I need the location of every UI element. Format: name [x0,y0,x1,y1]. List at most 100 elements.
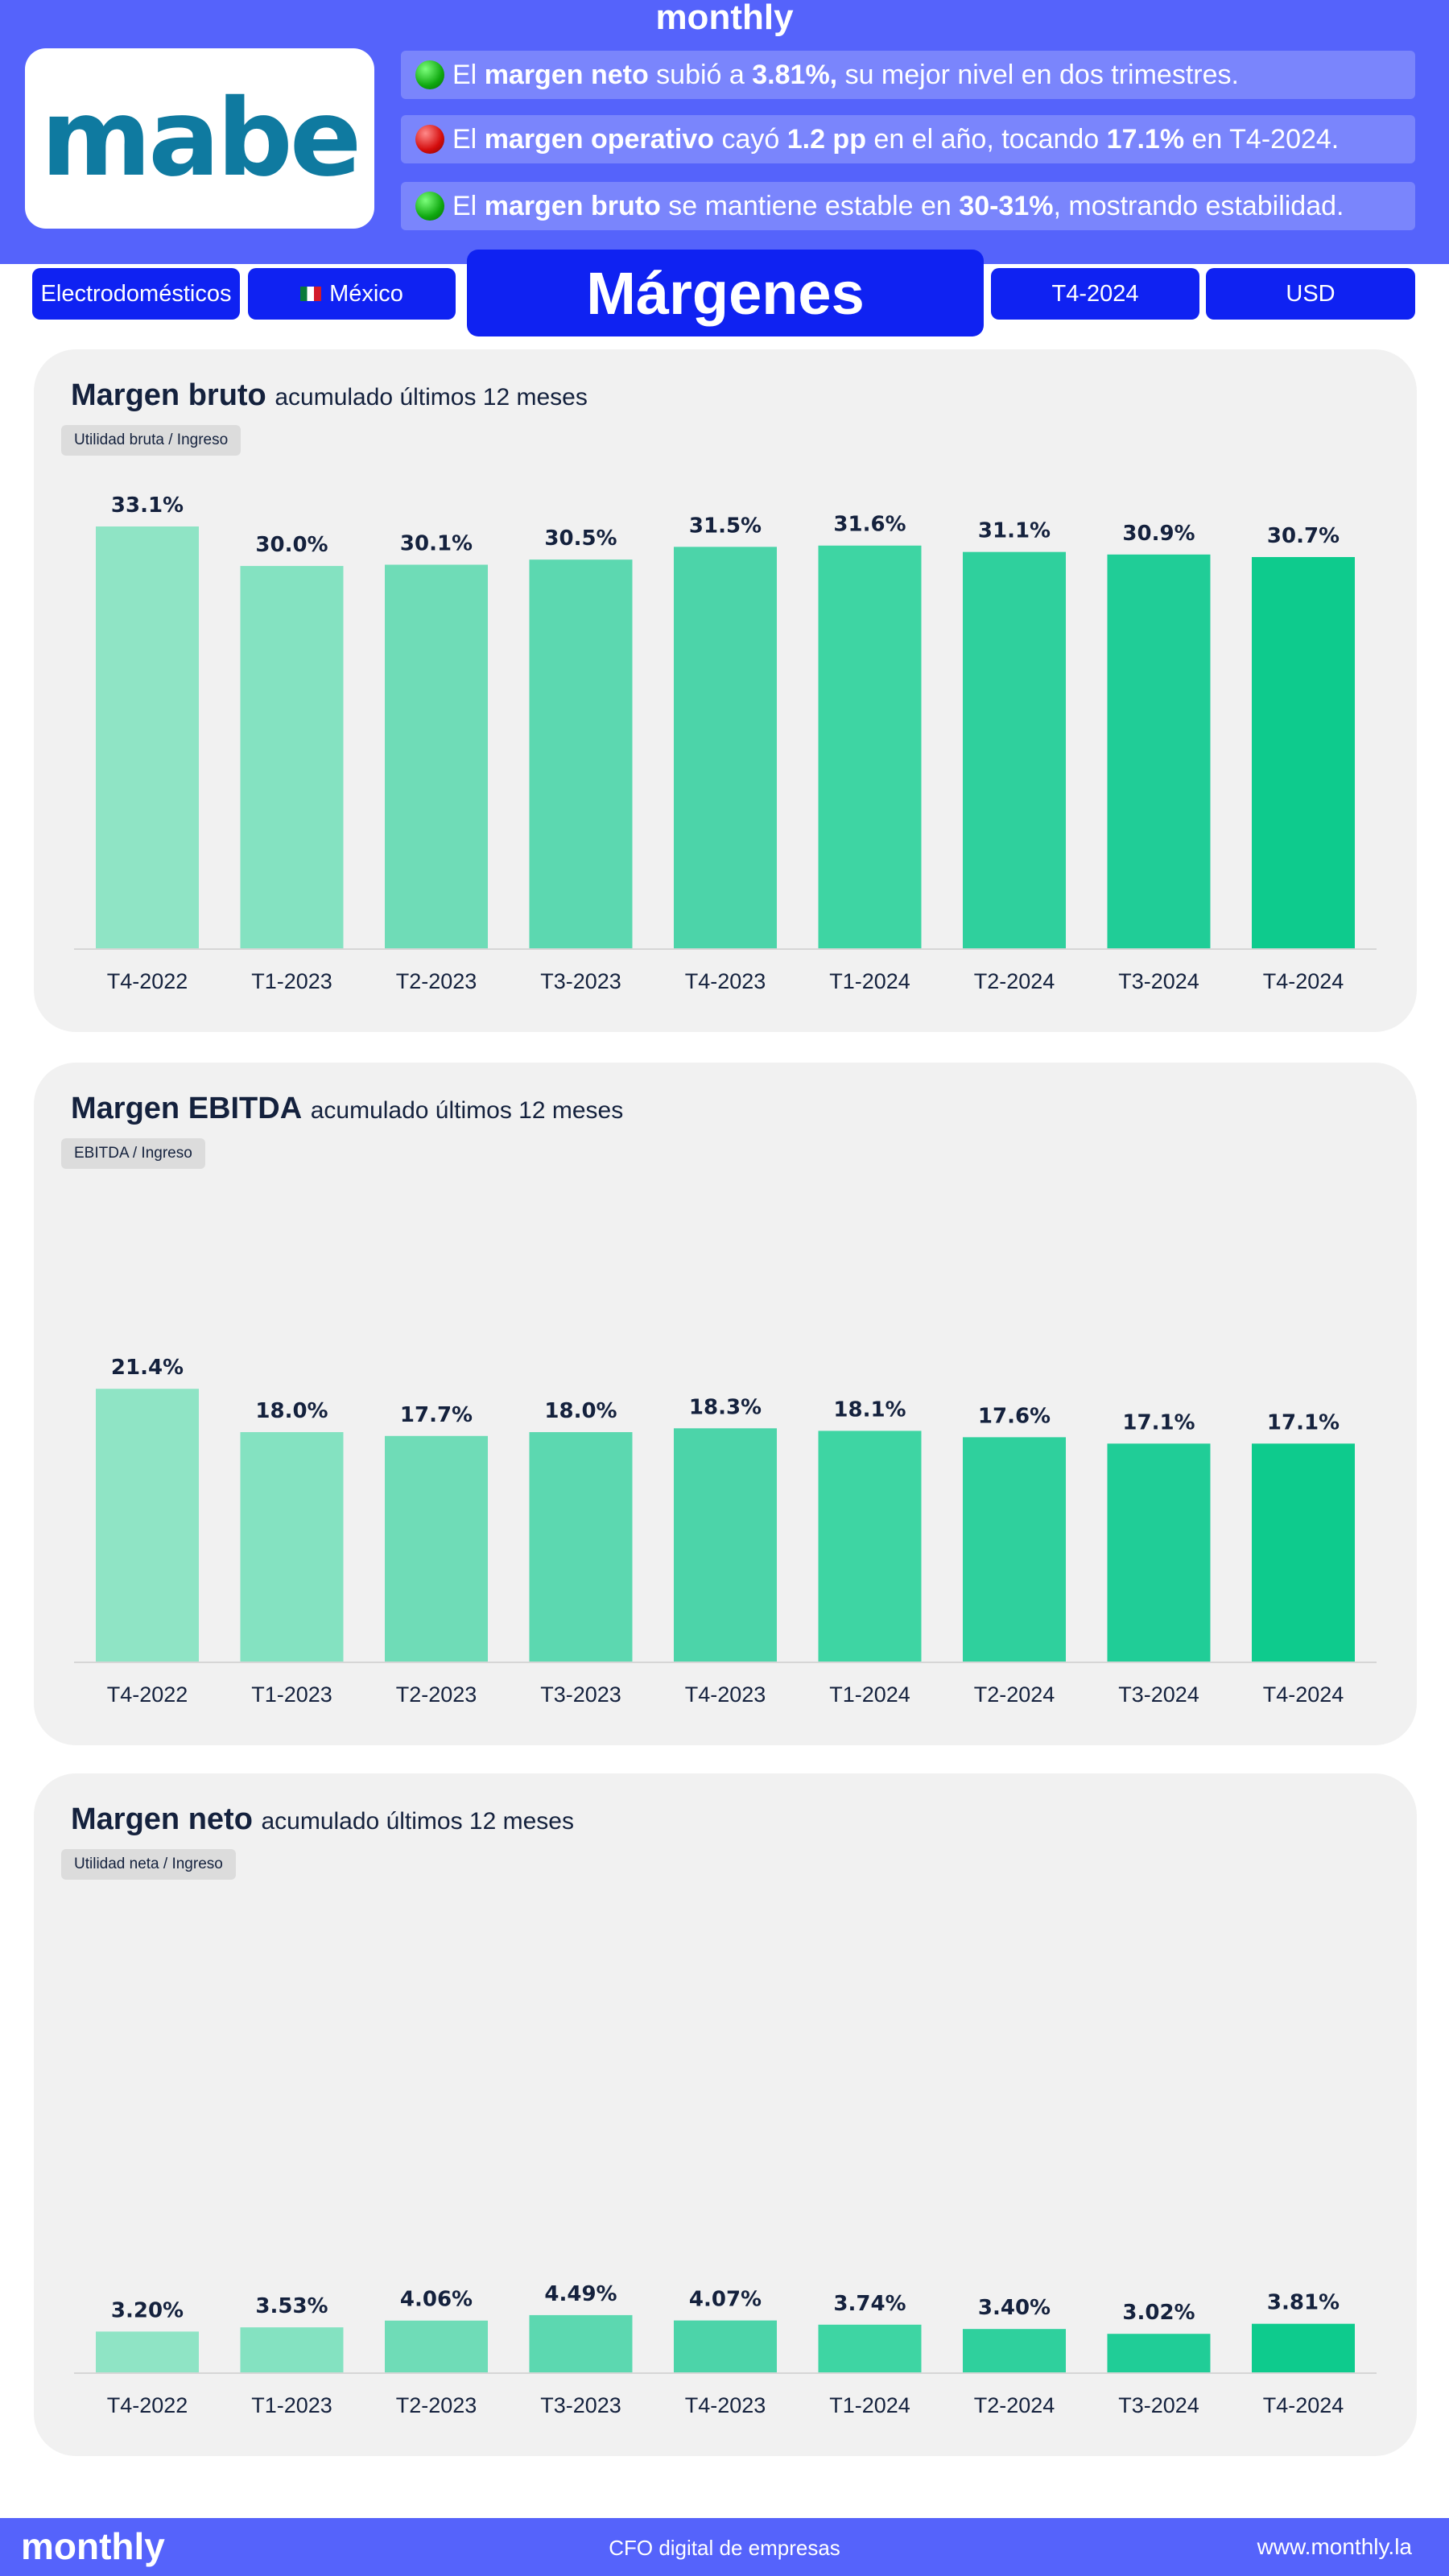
data-label: 31.5% [689,514,762,538]
x-tick-label: T4-2022 [107,1682,188,1707]
footer: monthly CFO digital de empresas www.mont… [0,2518,1449,2576]
country-label: México [329,280,403,307]
data-label: 30.7% [1267,524,1340,548]
bar-t2-2023 [385,2320,488,2372]
footer-tagline: CFO digital de empresas [609,2536,840,2560]
x-tick-label: T2-2024 [974,1682,1055,1707]
ebitda-margin-chart-panel: Margen EBITDA acumulado últimos 12 meses… [34,1063,1417,1745]
data-label: 4.06% [400,2288,473,2312]
bar-t4-2023 [674,1428,777,1662]
x-tick-label: T1-2023 [251,2393,332,2417]
mexico-flag-icon [300,287,322,301]
country-pill[interactable]: México [248,268,456,320]
formula-tag: Utilidad neta / Ingreso [61,1849,236,1880]
bar-t4-2022 [96,2331,199,2372]
bar-t3-2023 [529,559,633,948]
bar-t4-2022 [96,1389,199,1662]
highlight-text: El margen operativo cayó 1.2 pp en el añ… [452,123,1340,155]
data-label: 21.4% [111,1356,184,1380]
page-title: Márgenes [467,250,984,336]
bar-t4-2024 [1252,556,1355,948]
highlight-text: El margen neto subió a 3.81%, su mejor n… [452,59,1239,90]
x-tick-label: T2-2024 [974,2393,1055,2417]
top-brand-logo: monthly [0,0,1449,35]
data-label: 30.1% [400,531,473,555]
bar-t1-2024 [818,1430,922,1662]
x-tick-label: T1-2024 [829,1682,910,1707]
footer-url-link[interactable]: www.monthly.la [1257,2534,1412,2559]
formula-tag: Utilidad bruta / Ingreso [61,425,242,456]
gross-margin-chart: 33.1% T4-2022 30.0% T1-2023 30.1% T2-2023 30.5… [74,493,1377,993]
highlight-operating-margin: El margen operativo cayó 1.2 pp en el añ… [401,115,1415,163]
footer-brand-logo: monthly [21,2525,165,2567]
data-label: 3.20% [111,2298,184,2322]
x-tick-label: T4-2023 [685,2393,766,2417]
brand-name: monthly [655,0,794,37]
data-label: 17.7% [400,1403,473,1427]
data-label: 3.02% [1122,2301,1195,2325]
x-tick-label: T3-2024 [1118,1682,1199,1707]
bar-t3-2023 [529,2314,633,2372]
sector-pill[interactable]: Electrodomésticos [32,268,240,320]
bar-t1-2024 [818,545,922,948]
data-label: 30.9% [1122,522,1195,546]
x-tick-label: T3-2024 [1118,2393,1199,2417]
x-tick-label: T4-2022 [107,2393,188,2417]
x-tick-label: T4-2023 [685,969,766,993]
x-tick-label: T1-2024 [829,969,910,993]
data-label: 30.0% [255,533,328,557]
bar-t3-2024 [1107,554,1211,948]
data-label: 33.1% [111,493,184,518]
highlight-gross-margin: El margen bruto se mantiene estable en 3… [401,182,1415,230]
x-tick-label: T3-2023 [540,2393,621,2417]
bar-t1-2023 [240,2327,344,2372]
bar-t2-2023 [385,1435,488,1662]
green-indicator-icon [415,192,444,221]
data-label: 18.0% [255,1399,328,1423]
data-label: 17.1% [1267,1410,1340,1435]
net-margin-chart-panel: Margen neto acumulado últimos 12 meses U… [34,1773,1417,2456]
data-label: 3.81% [1267,2291,1340,2315]
formula-tag: EBITDA / Ingreso [61,1138,205,1169]
bar-t4-2023 [674,547,777,948]
x-tick-label: T3-2024 [1118,969,1199,993]
data-label: 18.1% [833,1397,906,1422]
x-tick-label: T3-2023 [540,969,621,993]
green-indicator-icon [415,60,444,89]
period-pill[interactable]: T4-2024 [991,268,1199,320]
data-label: 3.40% [978,2296,1051,2320]
x-tick-label: T4-2024 [1263,2393,1344,2417]
currency-pill[interactable]: USD [1206,268,1415,320]
x-tick-label: T2-2023 [396,2393,477,2417]
bar-t2-2024 [963,2329,1066,2372]
data-label: 31.1% [978,519,1051,543]
bar-t1-2023 [240,566,344,948]
data-label: 17.1% [1122,1410,1195,1435]
bar-t3-2024 [1107,2334,1211,2372]
bar-t1-2023 [240,1432,344,1662]
x-tick-label: T1-2024 [829,2393,910,2417]
bar-t3-2024 [1107,1443,1211,1662]
bar-t4-2024 [1252,1443,1355,1662]
x-tick-label: T4-2024 [1263,969,1344,993]
bar-t3-2023 [529,1432,633,1662]
x-tick-label: T4-2022 [107,969,188,993]
data-label: 4.07% [689,2288,762,2312]
data-label: 17.6% [978,1404,1051,1428]
data-label: 18.3% [689,1395,762,1419]
chart-title: Margen EBITDA acumulado últimos 12 meses [71,1092,624,1125]
bar-t1-2024 [818,2324,922,2372]
bar-t4-2023 [674,2320,777,2372]
data-label: 30.5% [544,526,617,551]
red-indicator-icon [415,125,444,154]
net-margin-chart: 3.20% T4-2022 3.53% T1-2023 4.06% T2-2023 4.49… [74,2282,1377,2417]
data-label: 18.0% [544,1399,617,1423]
highlight-net-margin: El margen neto subió a 3.81%, su mejor n… [401,51,1415,99]
bar-t2-2024 [963,1437,1066,1662]
x-tick-label: T1-2023 [251,969,332,993]
ebitda-margin-chart: 21.4% T4-2022 18.0% T1-2023 17.7% T2-2023 18.0… [74,1356,1377,1707]
company-logo: mabe [40,76,362,200]
company-logo-card: mabe [25,48,374,229]
x-tick-label: T4-2024 [1263,1682,1344,1707]
bar-t2-2024 [963,551,1066,948]
